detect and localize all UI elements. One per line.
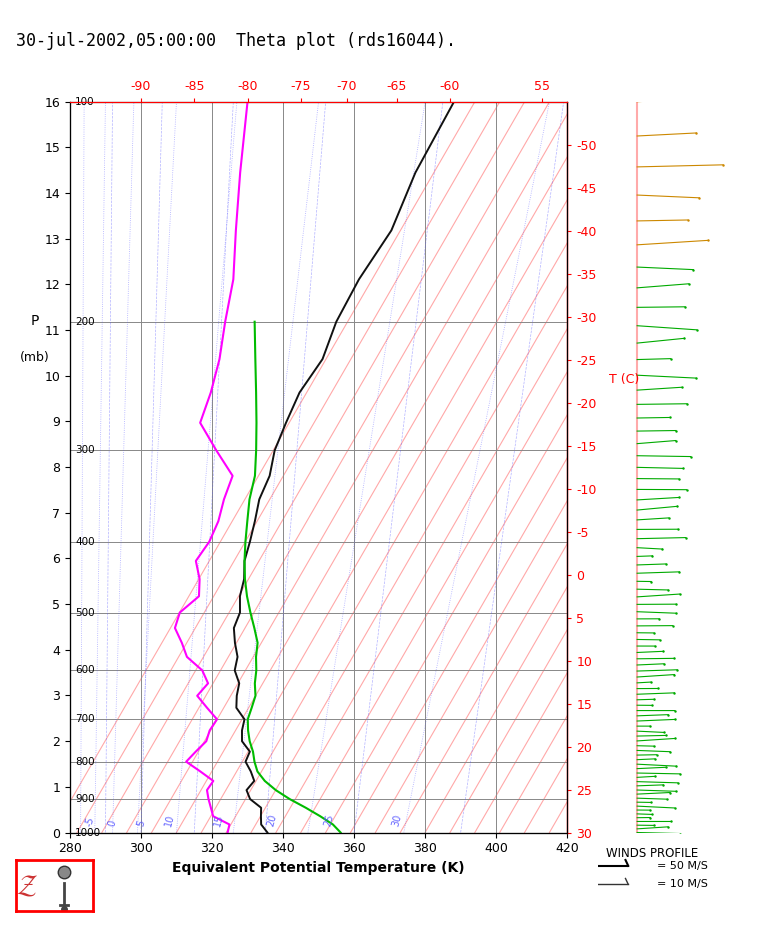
Text: 100: 100 <box>75 97 95 106</box>
Text: = 10 M/S: = 10 M/S <box>657 880 707 889</box>
Text: 300: 300 <box>75 446 95 455</box>
Text: $\mathcal{Z}$: $\mathcal{Z}$ <box>16 871 38 900</box>
Text: 400: 400 <box>75 536 95 547</box>
Text: 1000: 1000 <box>75 828 101 837</box>
Text: 600: 600 <box>75 665 95 675</box>
Text: T (C): T (C) <box>609 373 639 386</box>
Text: 700: 700 <box>75 714 95 724</box>
Text: 15: 15 <box>213 812 225 827</box>
Text: 500: 500 <box>75 608 95 618</box>
Text: (mb): (mb) <box>20 351 50 364</box>
Text: 800: 800 <box>75 757 95 767</box>
Text: -5: -5 <box>83 815 96 827</box>
Text: 20: 20 <box>266 812 279 827</box>
X-axis label: Equivalent Potential Temperature (K): Equivalent Potential Temperature (K) <box>172 861 465 875</box>
Text: 10: 10 <box>163 812 176 827</box>
Text: P: P <box>31 314 40 328</box>
Text: = 50 M/S: = 50 M/S <box>657 861 707 870</box>
Text: 30-jul-2002,05:00:00  Theta plot (rds16044).: 30-jul-2002,05:00:00 Theta plot (rds1604… <box>16 32 455 50</box>
Text: 5: 5 <box>135 819 147 827</box>
Text: WINDS PROFILE: WINDS PROFILE <box>606 847 699 860</box>
Text: 25: 25 <box>322 812 336 827</box>
Text: 30: 30 <box>390 812 403 827</box>
Text: 200: 200 <box>75 316 95 327</box>
Text: 900: 900 <box>75 794 95 804</box>
Text: 0: 0 <box>107 819 118 827</box>
